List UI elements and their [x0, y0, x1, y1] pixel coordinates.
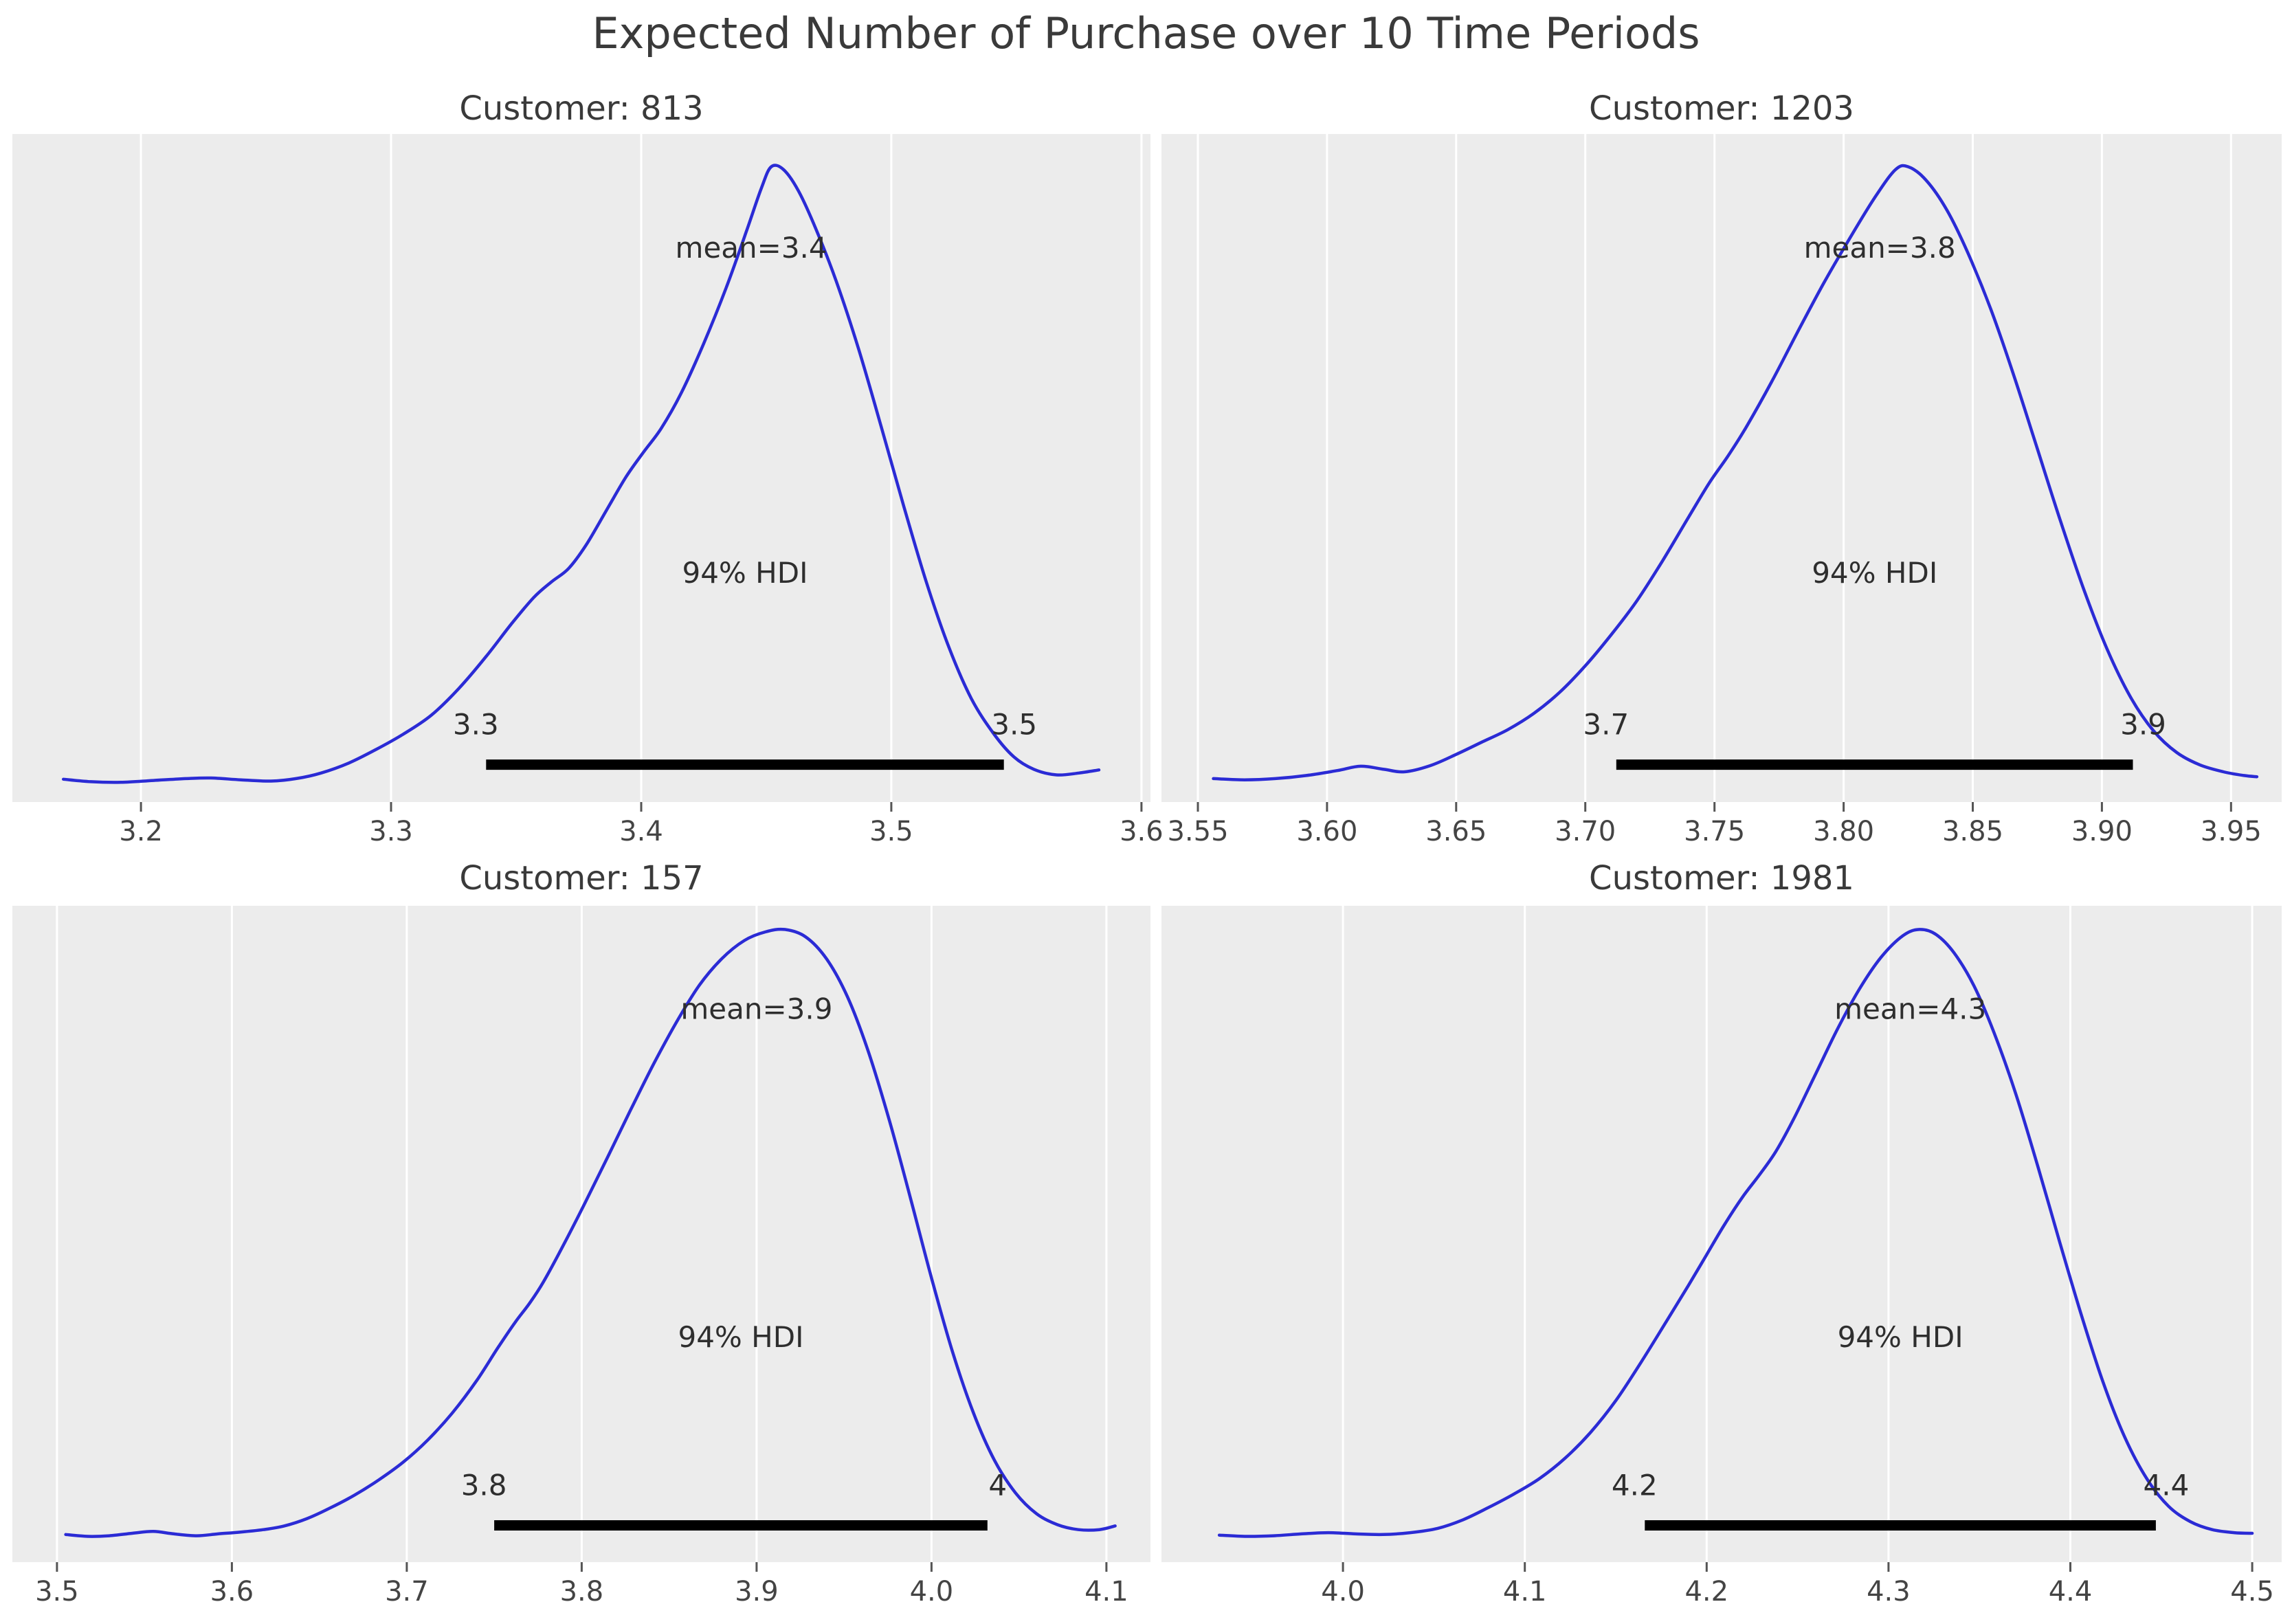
- plot-background: [1161, 134, 2282, 802]
- x-tick-label: 3.9: [735, 1576, 779, 1608]
- mean-label: mean=3.4: [676, 231, 827, 265]
- subplot-customer-1203: 3.55 3.60 3.65 3.70 3.75 3.80 3.85 3.90 3.95 mean…: [1161, 134, 2282, 847]
- hdi-endpoint-label-lo: 3.3: [453, 708, 499, 742]
- subplot-customer-157: 3.5 3.6 3.7 3.8 3.9 4.0 4.1 mean=3.9 94% HDI 3.8 4: [12, 906, 1150, 1608]
- x-tick-label: 4.2: [1684, 1576, 1728, 1608]
- kde-curve: [61, 164, 1101, 784]
- x-tick-label: 3.55: [1167, 816, 1228, 847]
- x-tick-label: 3.8: [560, 1576, 604, 1608]
- x-tick-label: 3.75: [1684, 816, 1745, 847]
- hdi-endpoint-label-lo: 4.2: [1612, 1469, 1658, 1502]
- mean-label: mean=3.9: [680, 992, 832, 1025]
- mean-label: mean=3.8: [1804, 231, 1956, 265]
- x-tick-label: 3.6: [1120, 816, 1164, 847]
- hdi-label: 94% HDI: [1812, 556, 1937, 590]
- hdi-endpoint-label-hi: 3.5: [991, 708, 1037, 742]
- mean-label: mean=4.3: [1834, 992, 1986, 1025]
- x-tick-label: 3.6: [210, 1576, 254, 1608]
- plot-background: [1161, 906, 2282, 1562]
- hdi-label: 94% HDI: [1838, 1320, 1963, 1354]
- x-tick-label: 4.3: [1867, 1576, 1911, 1608]
- kde-curve: [1217, 928, 2254, 1538]
- x-tick-label: 3.60: [1296, 816, 1357, 847]
- page-title: Expected Number of Purchase over 10 Time…: [592, 8, 1700, 58]
- hdi-endpoint-label-hi: 4: [988, 1469, 1007, 1502]
- hdi-label: 94% HDI: [678, 1320, 803, 1354]
- x-tick-label: 3.80: [1813, 816, 1874, 847]
- x-tick-label: 4.4: [2049, 1576, 2093, 1608]
- hdi-endpoint-label-hi: 3.9: [2120, 708, 2166, 742]
- subplot-customer-813: 3.2 3.3 3.4 3.5 3.6 mean=3.4 94% HDI 3.3 3.5: [12, 134, 1164, 847]
- hdi-endpoint-label-lo: 3.7: [1583, 708, 1629, 742]
- subplot-title-customer-1981: Customer: 1981: [1589, 859, 1854, 898]
- plot-background: [12, 134, 1150, 802]
- x-tick-label: 4.0: [910, 1576, 954, 1608]
- subplot-title-customer-813: Customer: 813: [459, 89, 704, 128]
- x-tick-label: 3.2: [119, 816, 163, 847]
- hdi-endpoint-label-hi: 4.4: [2144, 1469, 2190, 1502]
- x-tick-label: 3.7: [385, 1576, 429, 1608]
- subplot-title-customer-157: Customer: 157: [459, 859, 704, 898]
- x-tick-label: 3.5: [869, 816, 913, 847]
- x-tick-label: 3.5: [35, 1576, 79, 1608]
- x-tick-label: 3.70: [1555, 816, 1616, 847]
- x-tick-label: 3.95: [2201, 816, 2262, 847]
- x-tick-label: 3.85: [1942, 816, 2003, 847]
- hdi-endpoint-label-lo: 3.8: [461, 1469, 507, 1502]
- x-tick-label: 3.3: [369, 816, 413, 847]
- kde-curve: [64, 927, 1117, 1538]
- subplot-customer-1981: 4.0 4.1 4.2 4.3 4.4 4.5 mean=4.3 94% HDI 4.2 4.4: [1161, 906, 2282, 1608]
- x-tick-label: 3.65: [1425, 816, 1487, 847]
- kde-curve: [1212, 164, 2259, 781]
- subplot-title-customer-1203: Customer: 1203: [1589, 89, 1854, 128]
- x-tick-label: 4.5: [2230, 1576, 2274, 1608]
- x-tick-label: 4.1: [1503, 1576, 1547, 1608]
- x-tick-label: 4.0: [1321, 1576, 1365, 1608]
- hdi-label: 94% HDI: [682, 556, 808, 590]
- x-tick-label: 4.1: [1084, 1576, 1128, 1608]
- x-tick-label: 3.4: [619, 816, 663, 847]
- x-tick-label: 3.90: [2071, 816, 2133, 847]
